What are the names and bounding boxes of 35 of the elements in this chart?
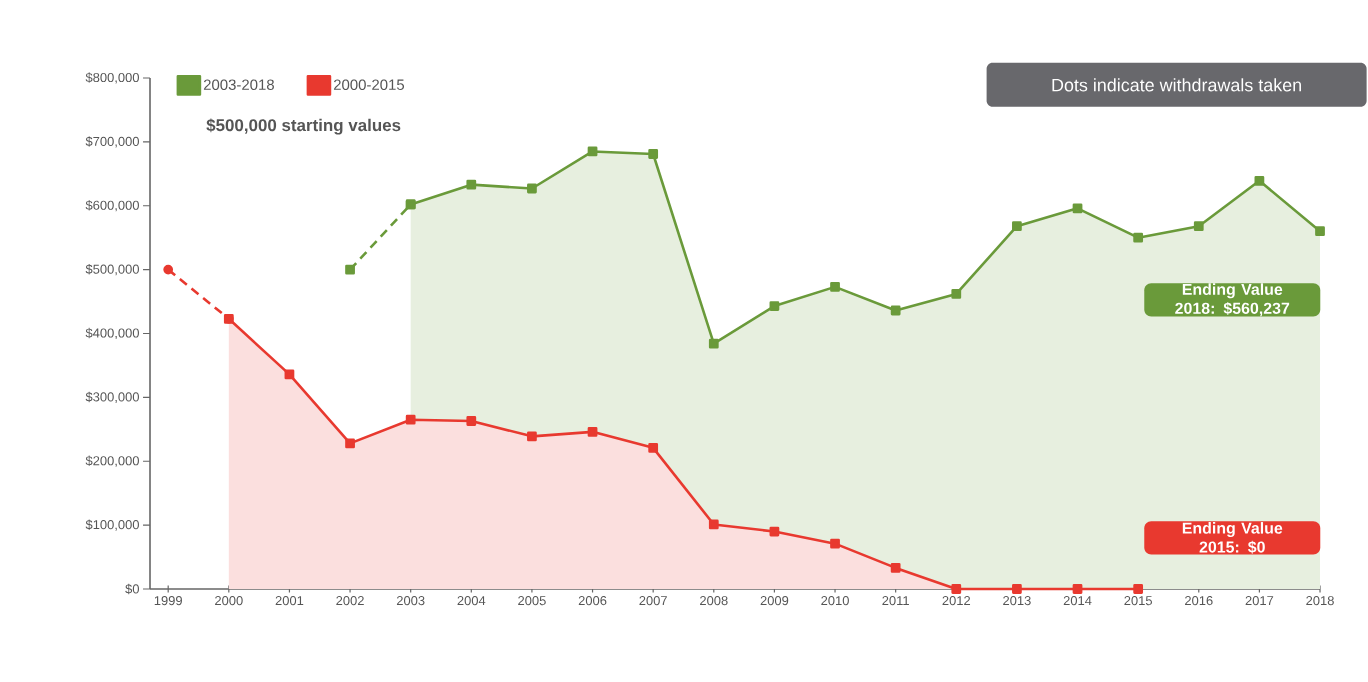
x-tick-label: 2001 (275, 596, 304, 606)
x-tick-label: 2006 (578, 596, 607, 606)
y-tick-label: $400,000 (85, 327, 139, 340)
y-tick-label: $300,000 (85, 391, 139, 403)
y-tick-label: $800,000 (85, 72, 139, 84)
x-tick-label: 2015 (1124, 596, 1152, 606)
x-tick-label: 2017 (1245, 596, 1274, 606)
y-tick-label: $700,000 (85, 136, 139, 148)
legend-label: 2000-2015 (333, 79, 405, 90)
x-tick-label: 2004 (457, 596, 486, 606)
x-tick-label: 2012 (942, 596, 971, 606)
annotation: Dots indicate withdrawals taken (1052, 78, 1301, 92)
annotation: Ending Value 2018: $560,237 (1175, 283, 1290, 317)
x-tick-label: 2003 (396, 596, 425, 606)
legend-label: 2003-2018 (203, 79, 274, 90)
y-tick-label: $0 (125, 583, 139, 595)
x-tick-label: 2014 (1063, 596, 1092, 606)
y-tick-label: $100,000 (85, 519, 139, 531)
x-tick-label: 2013 (1003, 596, 1031, 606)
x-tick-label: 2005 (518, 596, 546, 606)
x-tick-label: 2016 (1185, 596, 1213, 606)
x-tick-label: 2002 (336, 596, 364, 606)
legend-title: $500,000 starting values (206, 118, 401, 135)
x-tick-label: 2018 (1306, 596, 1334, 606)
x-tick-label: 2009 (760, 596, 789, 606)
x-tick-label: 1999 (154, 596, 182, 606)
x-tick-label: 2010 (821, 596, 849, 606)
y-tick-label: $200,000 (85, 455, 139, 467)
x-tick-label: 2007 (639, 596, 667, 606)
x-tick-label: 2008 (700, 596, 728, 606)
x-tick-label: 2000 (215, 596, 243, 606)
x-tick-label: 2011 (882, 596, 909, 606)
y-tick-label: $600,000 (85, 200, 139, 212)
y-tick-label: $500,000 (85, 263, 139, 276)
annotation: Ending Value 2015: $0 (1182, 522, 1283, 554)
